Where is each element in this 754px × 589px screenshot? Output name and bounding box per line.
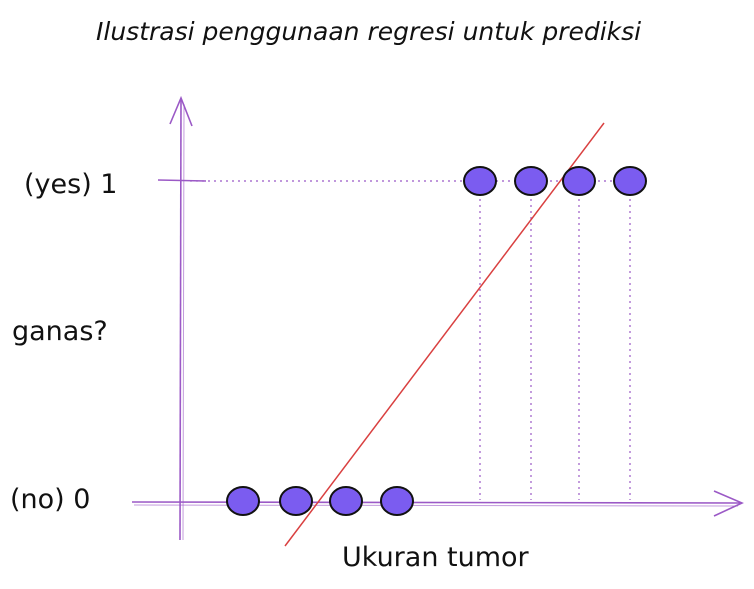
data-point-class1-2 (514, 166, 548, 196)
regression-line (284, 122, 605, 547)
data-point-class0-1 (226, 486, 260, 516)
class-1-points (463, 166, 647, 196)
data-point-class1-1 (463, 166, 497, 196)
diagram-title: Ilustrasi penggunaan regresi untuk predi… (96, 17, 641, 46)
x-axis-label: Ukuran tumor (342, 542, 530, 573)
class-0-points (226, 486, 414, 516)
vertical-guides (479, 181, 631, 500)
y-tick-label-0: (no) 0 (10, 484, 90, 515)
data-point-class0-2 (279, 486, 313, 516)
y-axis-label: ganas? (12, 316, 108, 347)
y-axis (169, 95, 193, 541)
data-point-class1-4 (613, 166, 647, 196)
x-axis (131, 490, 744, 517)
data-point-class0-3 (329, 486, 363, 516)
data-point-class0-4 (380, 486, 414, 516)
y-tick-label-1: (yes) 1 (24, 169, 118, 200)
data-point-class1-3 (562, 166, 596, 196)
y-tick-one (157, 179, 207, 182)
